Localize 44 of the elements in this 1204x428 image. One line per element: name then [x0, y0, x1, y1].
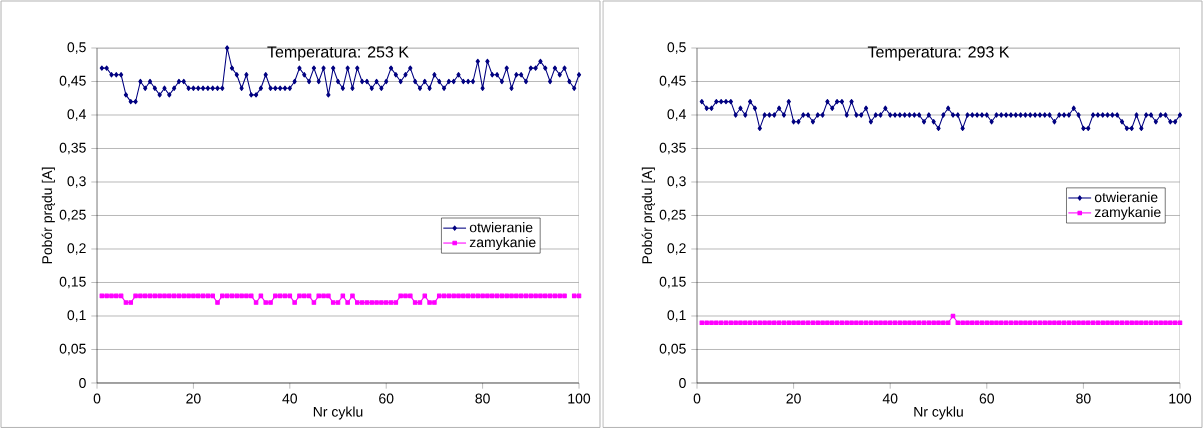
x-tick-label: 0 — [693, 393, 701, 404]
y-tick-label: 0,4 — [67, 109, 86, 121]
x-axis-title: Nr cyklu — [313, 406, 363, 420]
y-tick-label: 0,15 — [59, 276, 86, 289]
y-tick-label: 0,35 — [659, 142, 686, 155]
x-tick-label: 100 — [1169, 393, 1192, 404]
y-tick-label: 0,15 — [659, 276, 686, 289]
legend-label: otwieranie — [469, 222, 533, 233]
y-tick-label: 0,45 — [659, 75, 686, 88]
y-tick-label: 0,3 — [67, 176, 86, 188]
y-tick-label: 0,1 — [667, 310, 686, 322]
legend-label: otwieranie — [1094, 191, 1158, 203]
y-tick-label: 0,3 — [667, 176, 686, 188]
legend-label: zamykanie — [1094, 206, 1161, 220]
y-tick-label: 0,25 — [659, 209, 686, 222]
y-tick-label: 0,5 — [67, 42, 86, 54]
y-axis-title: Pobór prądu [A] — [641, 167, 655, 264]
x-tick-label: 20 — [786, 393, 801, 404]
x-tick-label: 40 — [282, 393, 298, 404]
x-tick-label: 80 — [475, 393, 490, 404]
y-tick-label: 0,25 — [59, 209, 86, 222]
x-tick-label: 80 — [1076, 393, 1091, 404]
y-tick-label: 0,2 — [67, 243, 86, 255]
y-tick-label: 0,4 — [667, 109, 686, 121]
x-tick-label: 40 — [882, 393, 898, 404]
y-tick-label: 0,2 — [667, 243, 686, 255]
y-tick-label: 0,05 — [59, 343, 86, 356]
y-tick-label: 0,35 — [59, 142, 86, 155]
x-tick-label: 0 — [93, 393, 101, 404]
legend-label: zamykanie — [469, 236, 536, 250]
y-tick-label: 0,45 — [59, 75, 86, 88]
chart-title: Temperatura: 293 K — [867, 46, 1010, 61]
y-tick-label: 0,1 — [67, 310, 86, 322]
y-tick-label: 0 — [679, 378, 686, 388]
x-axis-title: Nr cyklu — [914, 406, 963, 420]
x-tick-label: 100 — [568, 393, 591, 404]
x-tick-label: 60 — [379, 393, 394, 404]
x-tick-label: 20 — [186, 393, 201, 404]
y-tick-label: 0,05 — [659, 343, 686, 356]
y-tick-label: 0,5 — [667, 42, 686, 54]
x-tick-label: 60 — [979, 393, 995, 404]
chart-title: Temperatura: 253 K — [267, 46, 409, 61]
y-axis-title: Pobór prądu [A] — [41, 167, 55, 264]
y-tick-label: 0 — [79, 378, 86, 388]
